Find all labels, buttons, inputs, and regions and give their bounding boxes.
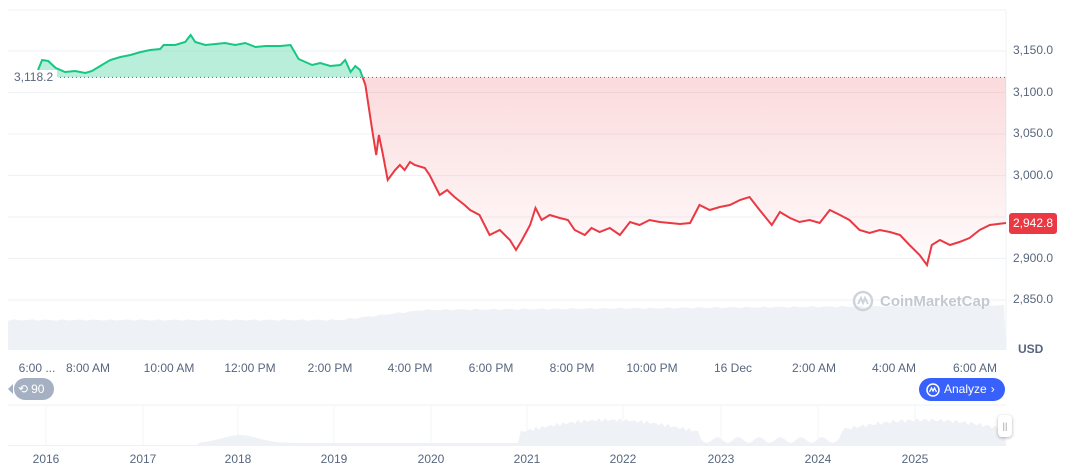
y-tick-label: 3,000.0 xyxy=(1013,167,1054,182)
navigator-year-label: 2019 xyxy=(320,452,348,466)
price-line-up xyxy=(37,33,364,78)
navigator-drag-handle[interactable]: || xyxy=(998,415,1012,437)
coinmarketcap-logo-icon xyxy=(852,290,874,312)
navigator-year-label: 2024 xyxy=(804,452,832,466)
x-tick-label: 10:00 AM xyxy=(143,361,195,375)
y-tick-label: 3,100.0 xyxy=(1013,84,1054,99)
x-tick-label: 8:00 AM xyxy=(65,361,111,375)
navigator-year-label: 2017 xyxy=(129,452,157,466)
x-tick-label: 2:00 PM xyxy=(307,361,353,375)
x-tick-label: 12:00 PM xyxy=(224,361,276,375)
x-tick-label: 4:00 PM xyxy=(387,361,433,375)
baseline-label: 3,118.2 xyxy=(8,70,58,85)
x-tick-label: 8:00 PM xyxy=(549,361,595,375)
current-price-tag: 2,942.8 xyxy=(1009,212,1057,234)
currency-label: USD xyxy=(1018,342,1044,356)
price-line-down xyxy=(361,77,1006,268)
history-button[interactable]: ⟲ 90 xyxy=(8,378,54,400)
area-below-baseline xyxy=(38,77,1006,265)
area-above-baseline xyxy=(38,35,363,78)
x-tick-label: 6:00 PM xyxy=(468,361,514,375)
watermark-logo: CoinMarketCap xyxy=(852,290,990,312)
volume-area xyxy=(8,304,1006,350)
y-tick-label: 2,900.0 xyxy=(1013,250,1054,265)
navigator-year-label: 2020 xyxy=(417,452,445,466)
x-tick-label: 2:00 AM xyxy=(791,361,837,375)
watermark-text: CoinMarketCap xyxy=(880,292,991,310)
navigator-year-label: 2022 xyxy=(609,452,637,466)
x-tick-label: 6:00 AM xyxy=(952,361,998,375)
x-tick-label: 10:00 PM xyxy=(626,361,678,375)
navigator-year-label: 2025 xyxy=(901,452,929,466)
navigator-year-label: 2016 xyxy=(32,452,60,466)
history-clock-icon: ⟲ xyxy=(18,382,29,396)
navigator-area[interactable] xyxy=(8,418,1006,446)
y-tick-label: 3,050.0 xyxy=(1013,126,1054,140)
cmc-ai-icon xyxy=(926,382,940,397)
analyze-button[interactable]: Analyze › xyxy=(919,378,1005,401)
y-tick-label: 3,150.0 xyxy=(1013,43,1054,57)
chevron-right-icon: › xyxy=(990,382,995,396)
history-label: 90 xyxy=(31,382,45,396)
navigator-year-label: 2021 xyxy=(513,452,541,466)
y-tick-label: 2,850.0 xyxy=(1013,292,1054,306)
navigator-year-label: 2018 xyxy=(224,452,252,466)
navigator-year-label: 2023 xyxy=(707,452,735,466)
x-tick-label: 4:00 AM xyxy=(871,361,917,375)
x-tick-label: 16 Dec xyxy=(713,361,753,375)
analyze-label: Analyze xyxy=(944,382,987,396)
x-tick-label: 6:00 ... xyxy=(18,361,56,375)
